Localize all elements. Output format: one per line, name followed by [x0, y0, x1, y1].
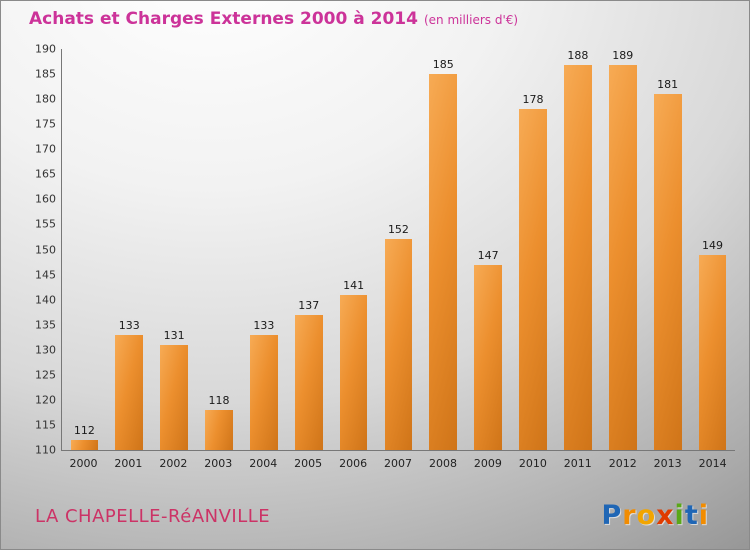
logo-letter: i — [698, 500, 709, 531]
bar-value-label: 141 — [343, 278, 365, 292]
y-tick-label: 140 — [35, 293, 56, 307]
x-axis-label: 2010 — [518, 457, 547, 470]
logo-letter: x — [656, 500, 675, 531]
bar — [698, 254, 727, 450]
bars-container: 112 133 131 118 133 137 141 152 185 147 178 188 189 1… — [62, 49, 735, 450]
bar-value-label: 188 — [567, 49, 589, 62]
location-label: LA CHAPELLE-RéANVILLE — [35, 506, 271, 527]
bar — [474, 264, 503, 450]
bar — [249, 334, 278, 450]
x-axis-label: 2008 — [428, 457, 457, 470]
bar-value-label: 133 — [118, 318, 140, 332]
bar-slot: 141 — [331, 49, 376, 450]
bar-slot: 133 — [107, 49, 152, 450]
bar-value-label: 131 — [163, 328, 185, 342]
y-tick-label: 120 — [35, 393, 56, 407]
bar-slot: 118 — [197, 49, 242, 450]
chart-subtitle: (en milliers d'€) — [423, 13, 519, 27]
y-tick-label: 125 — [35, 368, 56, 382]
y-tick-label: 190 — [35, 42, 56, 56]
bar-slot: 178 — [511, 49, 556, 450]
logo-letter: P — [601, 500, 623, 531]
x-axis-label: 2009 — [473, 457, 502, 470]
bar-value-label: 133 — [253, 318, 275, 332]
logo-letter: t — [684, 500, 699, 531]
x-axis-label: 2000 — [69, 457, 98, 470]
bar-slot: 188 — [555, 49, 600, 450]
x-axis-label: 2002 — [159, 457, 188, 470]
bar — [563, 65, 592, 450]
bar — [608, 65, 637, 450]
y-tick-label: 155 — [35, 217, 56, 231]
y-tick-label: 150 — [35, 243, 56, 256]
x-axis-label: 2001 — [114, 457, 143, 470]
bar — [160, 344, 189, 450]
bar-value-label: 118 — [208, 393, 230, 407]
logo-letter: r — [622, 500, 637, 531]
bar-value-label: 181 — [657, 78, 679, 92]
x-axis-label: 2014 — [698, 457, 727, 470]
x-axis-label: 2005 — [294, 457, 323, 470]
bar-value-label: 112 — [73, 423, 95, 437]
x-axis-label: 2013 — [653, 457, 682, 470]
bar-slot: 152 — [376, 49, 421, 450]
logo-letter: i — [674, 500, 685, 531]
x-axis-label: 2011 — [563, 457, 592, 470]
bar-value-label: 152 — [387, 223, 409, 237]
bar — [70, 439, 99, 450]
bar — [384, 239, 413, 450]
bar-value-label: 149 — [701, 238, 723, 252]
bar-slot: 189 — [600, 49, 645, 450]
bar — [429, 74, 458, 450]
bar — [339, 294, 368, 450]
chart-header: Achats et Charges Externes 2000 à 2014 (e… — [29, 9, 518, 29]
bar-value-label: 189 — [612, 49, 634, 62]
proxiti-logo: Proxiti — [601, 500, 709, 531]
bar-slot: 137 — [286, 49, 331, 450]
x-axis-label: 2004 — [249, 457, 278, 470]
plot-area: 110 115 120 125 130 135 140 145 150 155 160 165 170 1… — [35, 43, 735, 457]
chart-title: Achats et Charges Externes 2000 à 2014 — [29, 9, 418, 29]
bar-value-label: 178 — [522, 93, 544, 107]
y-tick-label: 185 — [35, 67, 56, 81]
y-tick-label: 165 — [35, 167, 56, 181]
y-tick-label: 110 — [35, 443, 56, 457]
bar-slot: 112 — [62, 49, 107, 450]
x-axis-labels: 2000 2001 2002 2003 2004 2005 2006 2007 2008 2009… — [61, 457, 735, 470]
bar — [115, 334, 144, 450]
y-tick-label: 175 — [35, 117, 56, 131]
y-tick-label: 115 — [35, 418, 56, 432]
bar — [205, 409, 233, 450]
x-axis-label: 2012 — [608, 457, 637, 470]
bar-slot: 131 — [152, 49, 197, 450]
y-tick-label: 160 — [35, 192, 56, 206]
x-axis-label: 2006 — [339, 457, 368, 470]
logo-letter: o — [636, 500, 657, 531]
bar — [653, 94, 682, 450]
y-tick-label: 135 — [35, 318, 56, 332]
bar-slot: 147 — [466, 49, 511, 450]
y-tick-label: 170 — [35, 142, 56, 156]
x-axis-label: 2007 — [384, 457, 413, 470]
bar-slot: 185 — [421, 49, 466, 450]
bar — [294, 314, 323, 450]
y-tick-label: 130 — [35, 343, 56, 357]
bar-value-label: 185 — [432, 58, 454, 72]
bar-slot: 181 — [645, 49, 690, 450]
bar-value-label: 137 — [298, 298, 320, 312]
y-tick-label: 180 — [35, 92, 56, 106]
bar — [519, 109, 547, 450]
bar-value-label: 147 — [477, 248, 499, 262]
bar-slot: 149 — [690, 49, 735, 450]
bar-slot: 133 — [241, 49, 286, 450]
y-tick-label: 145 — [35, 268, 56, 282]
x-axis-label: 2003 — [204, 457, 233, 470]
